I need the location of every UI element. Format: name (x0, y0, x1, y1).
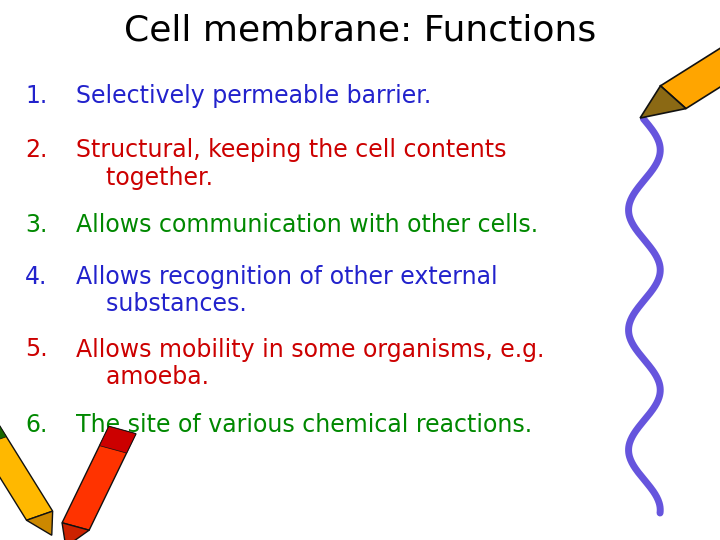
Polygon shape (62, 427, 136, 530)
Polygon shape (0, 418, 53, 520)
Text: Allows communication with other cells.: Allows communication with other cells. (76, 213, 538, 237)
Polygon shape (99, 427, 136, 453)
Polygon shape (0, 418, 6, 446)
Text: The site of various chemical reactions.: The site of various chemical reactions. (76, 413, 532, 437)
Polygon shape (27, 511, 53, 535)
Polygon shape (640, 86, 686, 118)
Text: 4.: 4. (25, 265, 48, 288)
Text: Structural, keeping the cell contents
    together.: Structural, keeping the cell contents to… (76, 138, 506, 190)
Polygon shape (62, 523, 89, 540)
Text: 5.: 5. (25, 338, 48, 361)
Polygon shape (660, 0, 720, 109)
Text: 6.: 6. (25, 413, 48, 437)
Text: Selectively permeable barrier.: Selectively permeable barrier. (76, 84, 431, 107)
Text: 2.: 2. (25, 138, 48, 161)
Text: Allows recognition of other external
    substances.: Allows recognition of other external sub… (76, 265, 498, 316)
Text: 1.: 1. (25, 84, 48, 107)
Text: 3.: 3. (25, 213, 48, 237)
Text: Allows mobility in some organisms, e.g.
    amoeba.: Allows mobility in some organisms, e.g. … (76, 338, 544, 389)
Text: Cell membrane: Functions: Cell membrane: Functions (124, 14, 596, 48)
